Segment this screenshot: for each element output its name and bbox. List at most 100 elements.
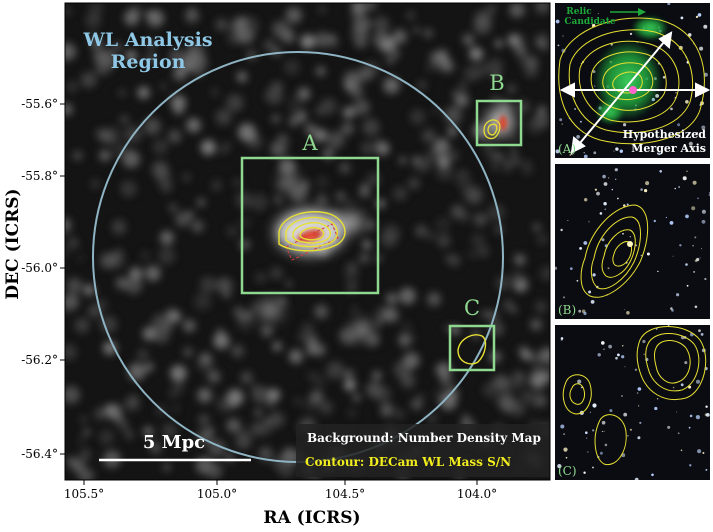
density-blob — [383, 77, 400, 94]
star — [646, 252, 650, 256]
density-blob — [118, 89, 126, 97]
density-blob — [524, 63, 538, 78]
density-blob — [277, 296, 287, 306]
star — [615, 178, 617, 180]
density-blob — [252, 304, 260, 311]
density-blob — [297, 333, 304, 340]
density-blob — [185, 9, 200, 24]
density-blob — [70, 458, 86, 473]
density-blob — [315, 106, 325, 116]
density-blob — [187, 43, 205, 62]
density-blob — [510, 134, 520, 145]
density-blob — [399, 287, 416, 305]
density-blob — [462, 33, 474, 45]
box-B — [475, 99, 523, 147]
density-blob — [65, 385, 81, 404]
star — [623, 309, 625, 310]
density-blob — [487, 153, 495, 161]
star — [615, 147, 619, 151]
density-blob — [90, 178, 101, 189]
density-blob — [142, 326, 157, 341]
density-blob — [373, 16, 390, 33]
density-blob — [345, 281, 358, 293]
density-blob — [310, 390, 324, 404]
density-blob — [413, 27, 420, 34]
density-blob — [266, 400, 275, 408]
density-blob — [342, 106, 355, 119]
density-blob — [254, 408, 263, 417]
density-blob — [196, 198, 206, 207]
density-blob — [527, 117, 543, 134]
star — [677, 432, 680, 435]
density-blob — [421, 129, 436, 144]
star — [709, 192, 710, 194]
density-blob — [227, 33, 240, 46]
density-blob — [197, 387, 213, 403]
density-blob — [120, 180, 137, 197]
density-blob — [301, 322, 314, 335]
density-blob — [200, 139, 216, 156]
relic-emission — [594, 16, 668, 124]
density-blob — [503, 166, 512, 174]
star — [563, 433, 565, 435]
star — [562, 35, 564, 37]
star — [694, 305, 698, 309]
star — [629, 32, 633, 36]
star — [695, 415, 701, 420]
density-blob — [373, 138, 383, 148]
star — [699, 46, 704, 51]
star — [565, 456, 568, 459]
density-blob — [313, 343, 326, 357]
density-blob — [160, 83, 167, 90]
star — [603, 202, 607, 206]
star — [682, 176, 687, 181]
density-blob — [238, 123, 256, 142]
density-blob — [268, 411, 285, 428]
star — [702, 452, 705, 454]
star — [611, 188, 613, 191]
star — [579, 120, 582, 123]
star — [634, 477, 639, 480]
peak-A-error-region — [285, 223, 339, 261]
wl-contour-C — [457, 334, 487, 365]
density-blob — [80, 71, 97, 88]
density-blob — [285, 7, 303, 24]
star — [680, 383, 684, 387]
density-blob — [264, 86, 283, 105]
star — [696, 132, 699, 134]
star — [617, 197, 619, 200]
density-blob — [260, 324, 274, 338]
star — [700, 333, 704, 336]
density-blob — [160, 181, 173, 193]
relic-pointer-arrowhead — [638, 8, 646, 16]
density-blob — [170, 365, 187, 382]
star — [705, 405, 708, 408]
density-blob — [493, 72, 500, 79]
density-blob — [521, 163, 533, 175]
density-blob — [426, 292, 442, 307]
density-blob — [372, 370, 382, 381]
star — [685, 100, 689, 104]
legend: Background: Number Density Map Contour: … — [296, 424, 550, 477]
density-blob — [315, 66, 326, 77]
star — [563, 296, 565, 299]
density-blob — [124, 396, 140, 411]
box-A — [240, 156, 380, 295]
density-blob — [515, 255, 526, 266]
star — [639, 421, 642, 424]
density-blob — [439, 375, 453, 388]
star — [689, 464, 692, 467]
density-blob — [215, 109, 232, 126]
density-blob — [65, 344, 77, 361]
density-blob — [495, 39, 503, 48]
density-blob — [327, 131, 345, 149]
density-blob — [435, 216, 451, 232]
star — [670, 307, 673, 310]
density-blob — [168, 203, 178, 213]
star — [622, 232, 624, 235]
star — [624, 366, 626, 368]
density-blob — [343, 70, 362, 89]
star — [584, 198, 588, 202]
density-blob — [263, 39, 276, 52]
